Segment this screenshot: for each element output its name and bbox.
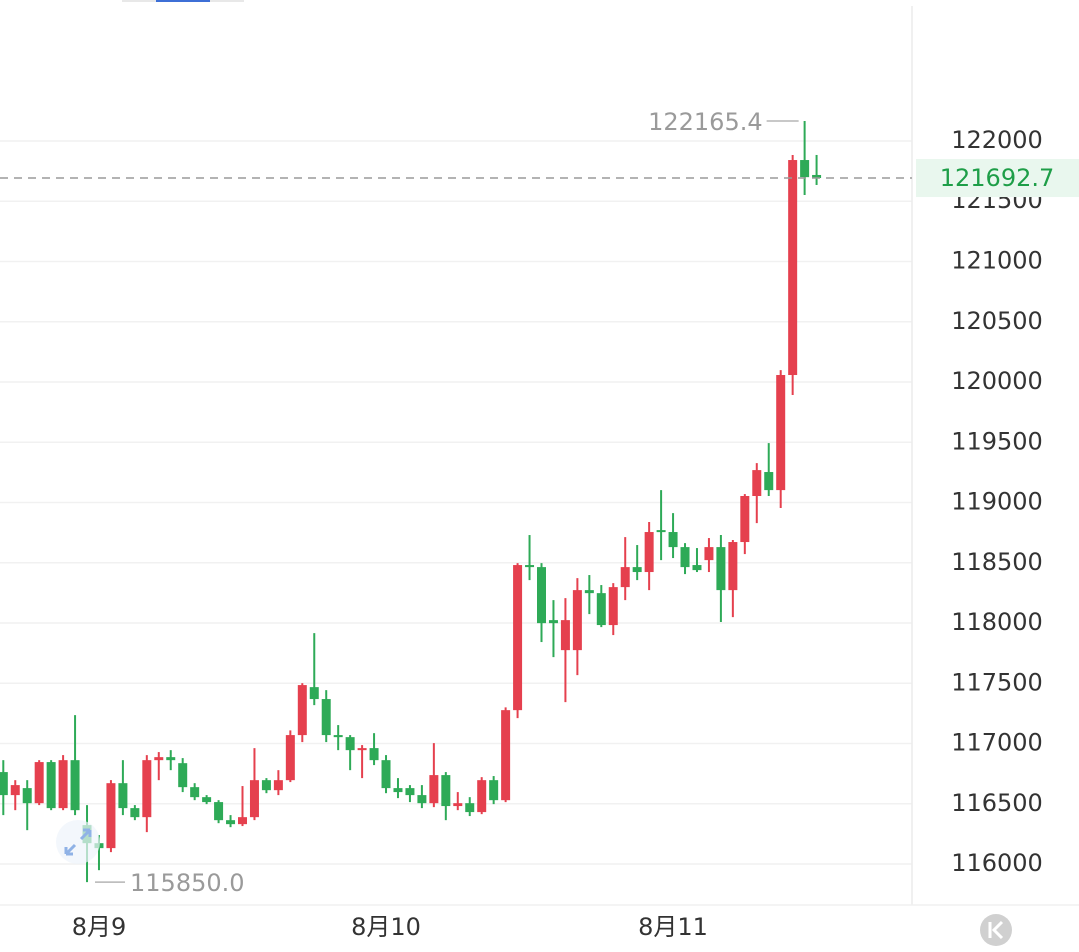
candle-body <box>369 748 379 761</box>
candle-body <box>202 797 212 803</box>
candle-body <box>309 687 319 700</box>
grid <box>0 140 912 865</box>
candle-body <box>740 496 750 543</box>
candle-body <box>560 620 570 651</box>
candle-body <box>525 565 535 568</box>
candle-body <box>249 780 259 818</box>
zoom-icon[interactable] <box>56 820 100 864</box>
candle-body <box>58 760 68 809</box>
candle-body <box>776 375 786 491</box>
y-tick-label: 120500 <box>951 307 1043 335</box>
scroll-latest-button[interactable] <box>980 914 1012 946</box>
candle-body <box>273 780 283 791</box>
y-tick-label: 119500 <box>951 427 1043 455</box>
candle-body <box>477 780 487 813</box>
candle-body <box>70 760 80 811</box>
candle-body <box>728 542 738 591</box>
candle-body <box>106 783 116 849</box>
candle-body <box>393 788 403 793</box>
x-tick-label: 8月11 <box>638 913 708 941</box>
candle-body <box>333 735 343 738</box>
candle-body <box>788 160 798 376</box>
candle-body <box>596 593 606 626</box>
candle-body <box>489 780 499 801</box>
candle-body <box>285 735 295 781</box>
low-label: 115850.0 <box>130 869 245 897</box>
candle-body <box>704 547 714 561</box>
candle-body <box>34 762 44 804</box>
zoom-arrows <box>64 828 92 856</box>
candle-body <box>501 710 511 801</box>
candle-body <box>812 174 822 179</box>
last-price-label: 121692.7 <box>940 164 1055 192</box>
candle-body <box>465 803 475 813</box>
candle-body <box>130 808 140 818</box>
candle-body <box>668 532 678 548</box>
candle-body <box>238 817 247 825</box>
zoom-icon-bg <box>56 820 100 864</box>
candle-body <box>584 590 594 594</box>
candle-body <box>656 530 666 533</box>
candle-body <box>214 802 224 821</box>
candle-body <box>537 567 546 624</box>
candle-body <box>429 775 439 804</box>
candle-body <box>10 785 20 796</box>
candle-body <box>226 820 236 825</box>
candle-body <box>608 587 618 626</box>
y-tick-label: 117500 <box>951 668 1043 696</box>
candle-body <box>752 470 762 497</box>
candle-body <box>800 160 810 178</box>
candle-body <box>297 685 307 736</box>
candle-body <box>261 780 271 791</box>
candle-body <box>716 547 726 591</box>
last-price-box <box>916 159 1079 198</box>
x-tick-label: 8月9 <box>72 913 127 941</box>
y-tick-label: 116000 <box>951 849 1043 877</box>
candle-body <box>441 775 451 807</box>
candle-body <box>190 787 200 798</box>
candle-body <box>632 567 642 573</box>
y-tick-label: 122000 <box>951 126 1043 154</box>
candle-body <box>644 532 654 573</box>
y-tick-label: 119000 <box>951 488 1043 516</box>
candle-body <box>178 763 188 788</box>
candle-body <box>142 760 152 818</box>
top-tab-active <box>156 0 210 2</box>
candle-body <box>345 737 355 751</box>
candle-body <box>453 803 463 807</box>
candle-body <box>381 760 391 789</box>
candle-body <box>764 472 774 491</box>
candle-body <box>620 567 630 588</box>
candle-body <box>118 783 128 809</box>
button-glyph <box>988 920 1004 940</box>
y-tick-label: 118000 <box>951 608 1043 636</box>
candle-body <box>405 788 415 796</box>
candle-body <box>513 565 523 711</box>
y-tick-label: 116500 <box>951 789 1043 817</box>
candle-body <box>46 762 56 809</box>
candle-body <box>417 795 427 804</box>
candle-body <box>548 620 558 624</box>
y-tick-label: 117000 <box>951 729 1043 757</box>
candle-body <box>166 757 176 761</box>
candle-body <box>321 699 331 736</box>
candle-body <box>154 757 164 761</box>
candle-body <box>680 547 690 568</box>
plot-area <box>0 120 912 883</box>
y-tick-label: 118500 <box>951 548 1043 576</box>
candle-body <box>692 565 702 571</box>
y-tick-label: 121000 <box>951 246 1043 274</box>
candle-body <box>357 748 367 751</box>
candle-body <box>572 590 582 651</box>
candle-body <box>0 772 8 796</box>
y-tick-label: 120000 <box>951 367 1043 395</box>
x-tick-label: 8月10 <box>351 913 421 941</box>
candle-body <box>22 788 32 804</box>
high-label: 122165.4 <box>648 108 763 136</box>
